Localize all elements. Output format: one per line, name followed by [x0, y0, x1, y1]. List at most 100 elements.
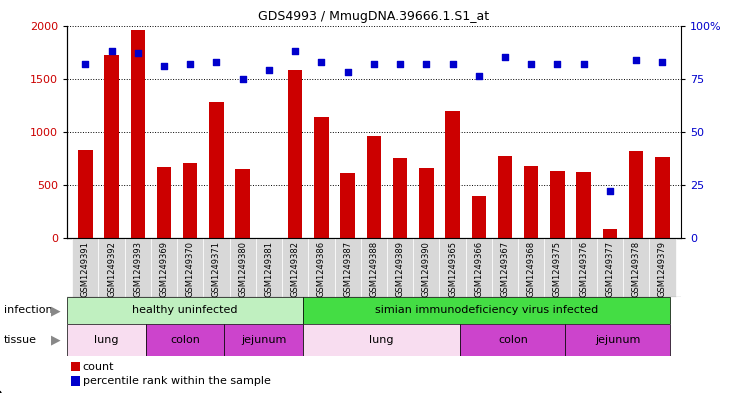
- Point: [315, 59, 327, 65]
- Bar: [71, 362, 80, 371]
- Text: GSM1249390: GSM1249390: [422, 241, 431, 297]
- Bar: [551, 171, 565, 238]
- Point: [80, 61, 92, 67]
- Bar: [341, 173, 355, 238]
- Bar: [98, 238, 125, 297]
- Bar: [183, 163, 197, 238]
- Text: GSM1249371: GSM1249371: [212, 241, 221, 297]
- Text: healthy uninfected: healthy uninfected: [132, 305, 238, 316]
- Bar: [151, 238, 177, 297]
- Text: lung: lung: [370, 335, 394, 345]
- Bar: [361, 238, 387, 297]
- Point: [106, 48, 118, 54]
- Text: GSM1249378: GSM1249378: [632, 241, 641, 297]
- Text: jejunum: jejunum: [595, 335, 641, 345]
- Text: lung: lung: [94, 335, 118, 345]
- Bar: [157, 167, 171, 238]
- Text: GSM1249382: GSM1249382: [291, 241, 300, 297]
- Text: GSM1249379: GSM1249379: [658, 241, 667, 297]
- Bar: [571, 238, 597, 297]
- Point: [132, 50, 144, 56]
- Bar: [303, 297, 670, 324]
- Text: GSM1249377: GSM1249377: [606, 241, 615, 297]
- Point: [473, 73, 485, 80]
- Point: [237, 75, 248, 82]
- Bar: [446, 112, 460, 238]
- Text: GSM1249389: GSM1249389: [396, 241, 405, 297]
- Bar: [461, 324, 565, 356]
- Bar: [577, 172, 591, 238]
- Text: infection: infection: [4, 305, 52, 316]
- Point: [446, 61, 458, 67]
- Bar: [367, 136, 381, 238]
- Bar: [655, 157, 670, 238]
- Bar: [282, 238, 308, 297]
- Text: GSM1249380: GSM1249380: [238, 241, 247, 297]
- Point: [578, 61, 590, 67]
- Bar: [629, 151, 644, 238]
- Text: GSM1249376: GSM1249376: [580, 241, 589, 297]
- Text: GSM1249365: GSM1249365: [448, 241, 457, 297]
- Text: GSM1249375: GSM1249375: [553, 241, 562, 297]
- Point: [289, 48, 301, 54]
- Text: GSM1249367: GSM1249367: [501, 241, 510, 297]
- Bar: [314, 117, 329, 238]
- Text: GSM1249370: GSM1249370: [186, 241, 195, 297]
- Point: [394, 61, 406, 67]
- Bar: [78, 150, 92, 238]
- Text: GSM1249392: GSM1249392: [107, 241, 116, 297]
- Bar: [545, 238, 571, 297]
- Point: [420, 61, 432, 67]
- Text: colon: colon: [170, 335, 200, 345]
- Text: ▶: ▶: [51, 304, 60, 317]
- Text: jejunum: jejunum: [241, 335, 286, 345]
- Text: GSM1249393: GSM1249393: [133, 241, 142, 297]
- Point: [158, 63, 170, 69]
- Bar: [565, 324, 670, 356]
- Bar: [387, 238, 413, 297]
- Point: [499, 54, 511, 61]
- Text: GSM1249387: GSM1249387: [343, 241, 352, 297]
- Bar: [288, 70, 302, 238]
- Text: simian immunodeficiency virus infected: simian immunodeficiency virus infected: [375, 305, 598, 316]
- Point: [211, 59, 222, 65]
- Text: colon: colon: [498, 335, 527, 345]
- Text: GSM1249388: GSM1249388: [369, 241, 379, 297]
- Bar: [413, 238, 440, 297]
- Text: GSM1249381: GSM1249381: [264, 241, 274, 297]
- Bar: [104, 55, 119, 238]
- Title: GDS4993 / MmugDNA.39666.1.S1_at: GDS4993 / MmugDNA.39666.1.S1_at: [258, 10, 490, 23]
- Bar: [236, 169, 250, 238]
- Text: GSM1249369: GSM1249369: [159, 241, 168, 297]
- Point: [341, 69, 353, 75]
- Text: count: count: [83, 362, 114, 372]
- Bar: [472, 196, 486, 238]
- Bar: [498, 156, 512, 238]
- Bar: [492, 238, 518, 297]
- Point: [185, 61, 196, 67]
- Point: [604, 188, 616, 194]
- Bar: [230, 238, 256, 297]
- Bar: [67, 297, 303, 324]
- Bar: [623, 238, 650, 297]
- Bar: [603, 229, 618, 238]
- Text: GSM1249368: GSM1249368: [527, 241, 536, 297]
- Bar: [440, 238, 466, 297]
- Text: tissue: tissue: [4, 335, 36, 345]
- Text: GSM1249391: GSM1249391: [81, 241, 90, 297]
- Bar: [130, 30, 145, 238]
- Point: [263, 67, 275, 73]
- Text: percentile rank within the sample: percentile rank within the sample: [83, 376, 271, 386]
- Text: GSM1249386: GSM1249386: [317, 241, 326, 297]
- Bar: [303, 324, 461, 356]
- Bar: [146, 324, 225, 356]
- Bar: [256, 238, 282, 297]
- Bar: [203, 238, 230, 297]
- Bar: [71, 376, 80, 386]
- Bar: [393, 158, 407, 238]
- Bar: [466, 238, 492, 297]
- Point: [656, 59, 668, 65]
- Bar: [597, 238, 623, 297]
- Bar: [308, 238, 335, 297]
- Bar: [209, 102, 224, 238]
